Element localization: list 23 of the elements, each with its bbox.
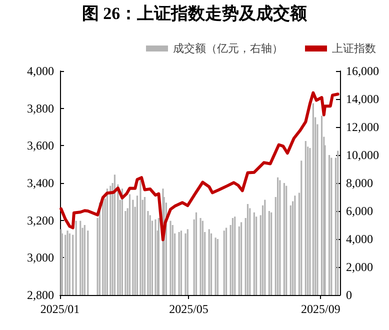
y2-tick-label: 12,000 bbox=[346, 120, 379, 134]
y-tick-label: 3,400 bbox=[27, 176, 54, 190]
x-tick-label: 2025/09 bbox=[301, 302, 340, 316]
y-tick-label: 3,200 bbox=[27, 213, 54, 228]
y2-tick-label: 4,000 bbox=[346, 232, 373, 246]
y2-tick-label: 0 bbox=[346, 288, 352, 302]
y-tick-label: 3,000 bbox=[27, 250, 54, 265]
legend-label: 上证指数 bbox=[332, 42, 376, 55]
y-tick-label: 3,800 bbox=[27, 101, 54, 116]
chart-title: 图 26：上证指数走势及成交额 bbox=[82, 4, 308, 23]
y-tick-label: 4,000 bbox=[27, 64, 54, 78]
y2-tick-label: 2,000 bbox=[346, 260, 373, 274]
y2-tick-label: 8,000 bbox=[346, 176, 373, 190]
y-tick-label: 3,600 bbox=[27, 138, 54, 153]
y2-tick-label: 10,000 bbox=[346, 148, 379, 162]
y2-tick-label: 16,000 bbox=[346, 64, 379, 78]
x-tick-label: 2025/01 bbox=[40, 302, 80, 316]
legend-label: 成交额（亿元，右轴） bbox=[173, 42, 283, 55]
y-tick-label: 2,800 bbox=[27, 288, 54, 302]
x-tick-label: 2025/05 bbox=[169, 302, 208, 316]
y2-tick-label: 6,000 bbox=[346, 204, 373, 218]
y2-tick-label: 14,000 bbox=[346, 92, 379, 106]
line-series bbox=[60, 91, 340, 242]
